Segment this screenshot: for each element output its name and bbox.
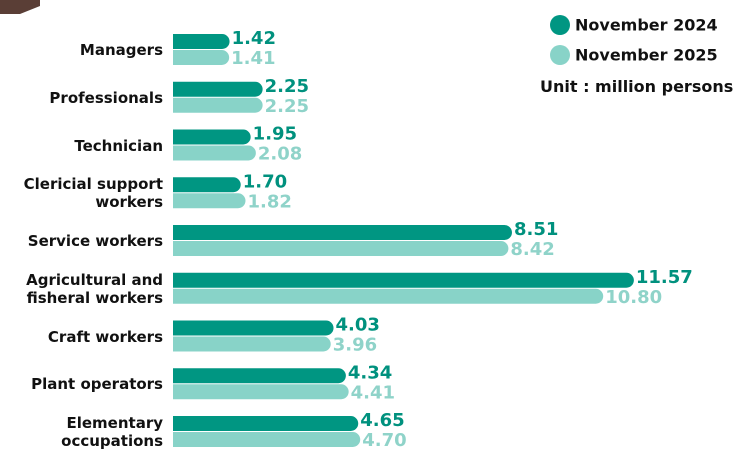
category-label: Plant operators <box>31 375 163 394</box>
unit-note: Unit : million persons <box>540 77 734 96</box>
value-label: 4.41 <box>351 382 395 403</box>
value-label: 1.95 <box>253 124 297 145</box>
bar <box>173 336 331 352</box>
bar <box>173 193 246 209</box>
bar <box>173 225 512 240</box>
bar <box>173 34 230 49</box>
value-label: 11.57 <box>636 267 693 288</box>
bar <box>173 97 263 113</box>
value-label: 1.41 <box>231 48 275 69</box>
bar <box>173 129 251 145</box>
category-label: Managers <box>79 41 163 59</box>
value-label: 4.03 <box>336 315 380 336</box>
value-label: 4.65 <box>360 410 404 431</box>
value-label: 2.25 <box>265 96 309 117</box>
bar <box>173 368 346 384</box>
value-label: 1.42 <box>232 28 276 49</box>
legend-label: November 2024 <box>575 16 718 35</box>
value-label: 10.80 <box>605 287 662 308</box>
bar <box>173 272 634 288</box>
category-label: Agricultural and fisheral workers <box>26 270 163 307</box>
bar <box>173 241 509 256</box>
category-label: Professionals <box>49 88 163 107</box>
value-label: 2.08 <box>258 144 302 165</box>
corner-decoration <box>0 0 40 14</box>
value-label: 2.25 <box>265 76 309 97</box>
bar <box>173 288 604 304</box>
value-label: 1.70 <box>243 171 287 192</box>
bar <box>173 432 361 447</box>
category-label: Elementary occupations <box>61 414 163 450</box>
value-label: 3.96 <box>333 335 377 356</box>
bar <box>173 81 263 97</box>
bar <box>173 384 349 400</box>
legend-swatch <box>550 45 570 65</box>
category-label: Service workers <box>27 232 163 250</box>
category-label: Craft workers <box>47 327 163 346</box>
value-label: 8.42 <box>510 239 554 260</box>
category-label: Clericial support workers <box>23 175 163 212</box>
category-label: Technician <box>74 136 163 155</box>
bar <box>173 177 241 193</box>
value-label: 4.70 <box>362 430 406 451</box>
bar <box>173 320 334 336</box>
bar <box>173 50 230 65</box>
legend-swatch <box>550 15 570 35</box>
value-label: 8.51 <box>514 219 558 240</box>
value-label: 4.34 <box>348 362 392 383</box>
bar <box>173 416 359 431</box>
value-label: 1.82 <box>247 191 291 212</box>
legend-label: November 2025 <box>575 46 718 65</box>
bar <box>173 145 256 161</box>
